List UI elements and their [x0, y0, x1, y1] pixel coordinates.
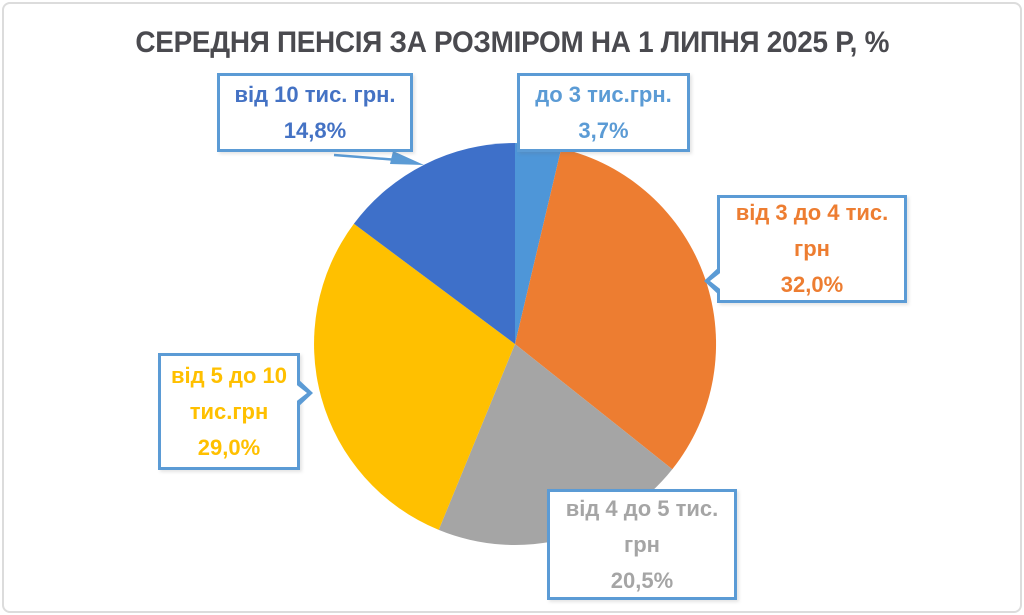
- callout-label: грн: [794, 236, 830, 261]
- callout-value: 3,7%: [578, 117, 629, 143]
- callout-value: 29,0%: [197, 434, 261, 460]
- callout-4-to-5k: від 4 до 5 тис. грн 20,5%: [547, 489, 737, 600]
- callout-pointer-icon: [710, 270, 724, 292]
- callout-over-10k: від 10 тис. грн. 14,8%: [217, 73, 413, 152]
- chart-title: СЕРЕДНЯ ПЕНСІЯ ЗА РОЗМІРОМ НА 1 ЛИПНЯ 20…: [0, 24, 1024, 62]
- pie-slice-2: [515, 148, 717, 470]
- callout-label: від 3 до 4 тис.: [735, 200, 889, 225]
- pie-slice-4: [314, 223, 515, 530]
- pie-slice-1: [515, 142, 562, 344]
- callout-label: від 4 до 5 тис.: [565, 495, 719, 521]
- callout-3-to-4k: від 3 до 4 тис. грн 32,0%: [704, 195, 907, 303]
- callout-5-to-10k: від 5 до 10 тис.грн 29,0%: [158, 353, 313, 470]
- callout-leader-line: [333, 151, 424, 165]
- pie-slice-5: [353, 143, 515, 344]
- callout-under-3k: до 3 тис.грн. 3,7%: [517, 73, 690, 152]
- callout-value: 14,8%: [283, 117, 347, 143]
- callout-label: до 3 тис.грн.: [535, 81, 672, 107]
- callout-label: грн: [624, 531, 660, 557]
- callout-label: від 5 до 10: [170, 362, 288, 388]
- callout-pointer-icon: [293, 382, 307, 404]
- callout-value: 32,0%: [780, 272, 844, 297]
- callout-label: від 10 тис. грн.: [234, 81, 396, 107]
- callout-label: тис.грн: [189, 398, 269, 424]
- callout-value: 20,5%: [610, 567, 674, 593]
- chart-title-text: СЕРЕДНЯ ПЕНСІЯ ЗА РОЗМІРОМ НА 1 ЛИПНЯ 20…: [135, 26, 889, 59]
